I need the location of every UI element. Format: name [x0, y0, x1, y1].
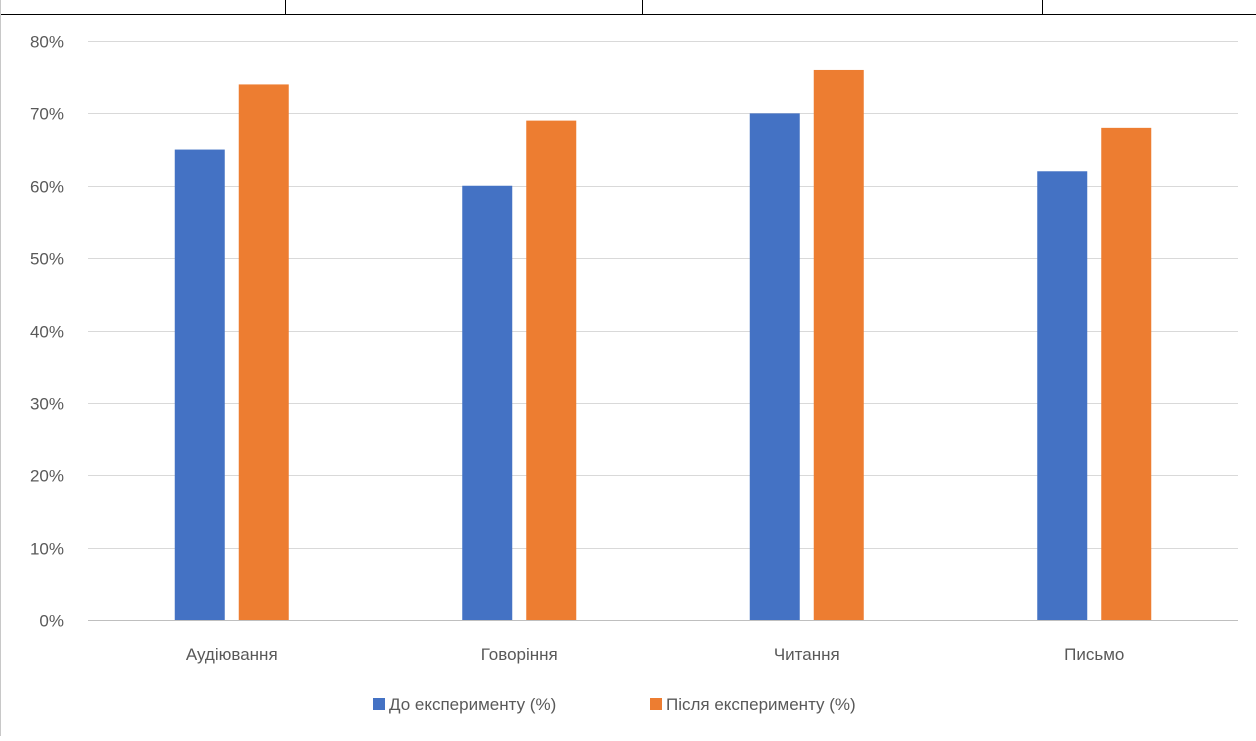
- bars: [174, 69, 1152, 621]
- legend-swatch: [373, 698, 385, 710]
- legend-label: До експерименту (%): [389, 695, 556, 714]
- x-tick-label: Читання: [774, 645, 840, 664]
- legend: До експерименту (%) Після експерименту (%…: [373, 695, 856, 714]
- y-tick-label: 30%: [30, 395, 64, 414]
- y-axis-ticks: 0% 10% 20% 30% 40% 50% 60% 70% 80%: [30, 33, 64, 631]
- bar-after-3: [1101, 127, 1152, 620]
- bar-before-1: [462, 185, 513, 620]
- x-tick-label: Аудіювання: [186, 645, 278, 664]
- bar-after-1: [526, 120, 577, 621]
- y-tick-label: 60%: [30, 178, 64, 197]
- y-tick-label: 20%: [30, 467, 64, 486]
- x-axis-labels: Аудіювання Говоріння Читання Письмо: [186, 645, 1125, 664]
- bar-before-2: [749, 113, 800, 620]
- y-tick-label: 80%: [30, 33, 64, 52]
- bar-after-0: [238, 84, 289, 621]
- y-tick-label: 50%: [30, 250, 64, 269]
- y-tick-label: 0%: [39, 612, 64, 631]
- y-tick-label: 70%: [30, 105, 64, 124]
- legend-label: Після експерименту (%): [666, 695, 856, 714]
- bar-before-3: [1037, 171, 1088, 620]
- y-tick-label: 10%: [30, 540, 64, 559]
- x-tick-label: Письмо: [1064, 645, 1124, 664]
- x-tick-label: Говоріння: [481, 645, 558, 664]
- y-tick-label: 40%: [30, 323, 64, 342]
- bar-before-0: [174, 149, 225, 620]
- legend-swatch: [650, 698, 662, 710]
- bar-after-2: [813, 69, 864, 620]
